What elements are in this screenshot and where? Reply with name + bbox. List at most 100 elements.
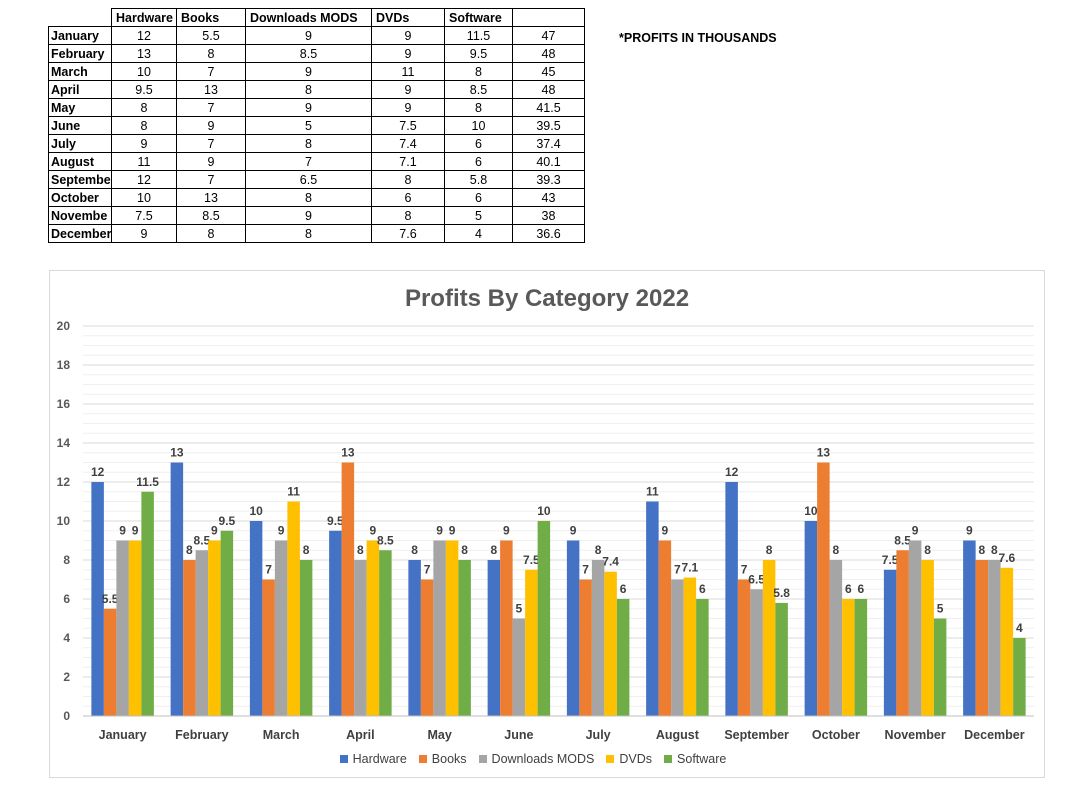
legend-swatch bbox=[664, 755, 673, 763]
data-label: 8 bbox=[357, 543, 364, 557]
legend-label: Software bbox=[677, 752, 727, 766]
bar-downloads-mods bbox=[354, 560, 367, 716]
bar-books bbox=[341, 462, 355, 716]
x-tick-label: September bbox=[724, 728, 789, 742]
table-cell: 41.5 bbox=[512, 98, 585, 117]
table-row: May 8 7 9 9 8 41.5 bbox=[48, 98, 585, 117]
bar-downloads-mods bbox=[829, 560, 843, 716]
table-cell: 12 bbox=[111, 26, 177, 45]
data-label: 7.6 bbox=[999, 551, 1016, 565]
data-label: 11 bbox=[646, 485, 659, 499]
bar-dvds bbox=[842, 599, 855, 716]
bar-downloads-mods bbox=[671, 579, 684, 716]
data-label: 9 bbox=[436, 524, 443, 538]
chart-legend: Hardware Books Downloads MODS DVDs Software bbox=[0, 752, 1066, 766]
table-column-header: DVDs bbox=[371, 8, 445, 27]
bar-software bbox=[775, 602, 788, 716]
bar-hardware bbox=[91, 482, 104, 716]
y-tick-label: 6 bbox=[63, 592, 70, 606]
bar-books bbox=[896, 550, 909, 716]
bar-software bbox=[299, 560, 313, 716]
legend-swatch bbox=[606, 755, 615, 763]
legend-item: DVDs bbox=[606, 752, 652, 766]
data-label: 5 bbox=[937, 602, 944, 616]
bar-dvds bbox=[525, 569, 538, 716]
chart-area bbox=[49, 270, 1045, 778]
bar-hardware bbox=[646, 501, 659, 716]
data-label: 8 bbox=[461, 543, 468, 557]
data-label: 13 bbox=[341, 446, 355, 460]
profits-note: *PROFITS IN THOUSANDS bbox=[619, 31, 777, 45]
data-label: 9 bbox=[503, 524, 510, 538]
legend-swatch bbox=[478, 755, 487, 763]
data-label: 9 bbox=[662, 524, 669, 538]
legend-label: DVDs bbox=[619, 752, 653, 766]
data-label: 8.5 bbox=[194, 533, 211, 547]
data-label: 10 bbox=[804, 504, 818, 518]
bar-dvds bbox=[683, 577, 697, 716]
data-label: 7.1 bbox=[682, 561, 699, 575]
data-label: 11.5 bbox=[136, 475, 159, 489]
bar-books bbox=[579, 579, 592, 716]
bar-dvds bbox=[921, 560, 934, 716]
y-tick-label: 14 bbox=[57, 436, 71, 450]
table-row: August 11 9 7 7.1 6 40.1 bbox=[48, 152, 585, 171]
data-label: 9 bbox=[570, 524, 577, 538]
data-label: 6 bbox=[845, 582, 852, 596]
data-label: 7.5 bbox=[882, 553, 899, 567]
x-tick-label: November bbox=[885, 728, 946, 742]
bar-books bbox=[817, 462, 830, 716]
x-tick-label: October bbox=[812, 728, 860, 742]
legend-label: Books bbox=[431, 752, 467, 766]
data-label: 13 bbox=[170, 446, 184, 460]
bar-software bbox=[1013, 638, 1026, 716]
legend-swatch bbox=[418, 755, 427, 763]
bar-dvds bbox=[604, 571, 617, 716]
x-tick-label: August bbox=[656, 728, 700, 742]
data-label: 12 bbox=[91, 465, 105, 479]
bar-downloads-mods bbox=[591, 560, 605, 716]
legend-item: Software bbox=[664, 752, 726, 766]
data-label: 9.5 bbox=[219, 514, 236, 528]
bar-hardware bbox=[963, 540, 976, 716]
data-label: 12 bbox=[725, 465, 739, 479]
table-cell: 40.1 bbox=[512, 152, 585, 171]
x-tick-label: March bbox=[263, 728, 300, 742]
y-tick-label: 18 bbox=[57, 358, 71, 372]
data-label: 8 bbox=[833, 543, 840, 557]
legend-item: Hardware bbox=[339, 752, 407, 766]
data-label: 7.4 bbox=[602, 555, 619, 569]
x-tick-label: February bbox=[175, 728, 229, 742]
data-label: 8 bbox=[303, 543, 310, 557]
data-label: 7 bbox=[674, 563, 681, 577]
bar-hardware bbox=[249, 521, 263, 716]
table-cell: 10 bbox=[444, 116, 513, 135]
bar-books bbox=[103, 608, 117, 716]
y-tick-label: 2 bbox=[63, 670, 70, 684]
bar-dvds bbox=[445, 540, 459, 716]
data-label: 9 bbox=[211, 524, 218, 538]
table-cell: 11.5 bbox=[444, 26, 513, 45]
table-cell: 9.5 bbox=[444, 44, 513, 63]
data-label: 5.8 bbox=[773, 586, 790, 600]
table-cell: 7.6 bbox=[371, 224, 445, 243]
bar-hardware bbox=[725, 482, 738, 716]
data-label: 9 bbox=[966, 524, 973, 538]
bar-books bbox=[737, 579, 751, 716]
bar-software bbox=[220, 530, 234, 716]
table-row-label: Septembe bbox=[48, 170, 112, 189]
bar-books bbox=[262, 579, 275, 716]
table-cell: 8 bbox=[176, 224, 246, 243]
y-tick-label: 16 bbox=[57, 397, 71, 411]
bar-dvds bbox=[1000, 567, 1014, 716]
data-label: 8 bbox=[186, 543, 193, 557]
data-label: 8 bbox=[979, 543, 986, 557]
bar-dvds bbox=[762, 560, 776, 716]
legend-label: Hardware bbox=[352, 752, 407, 766]
x-tick-label: June bbox=[504, 728, 533, 742]
bar-hardware bbox=[329, 530, 342, 716]
bar-hardware bbox=[566, 540, 580, 716]
legend-item: Downloads MODS bbox=[478, 752, 594, 766]
data-label: 8.5 bbox=[894, 533, 911, 547]
table-row: March 10 7 9 11 8 45 bbox=[48, 62, 585, 81]
